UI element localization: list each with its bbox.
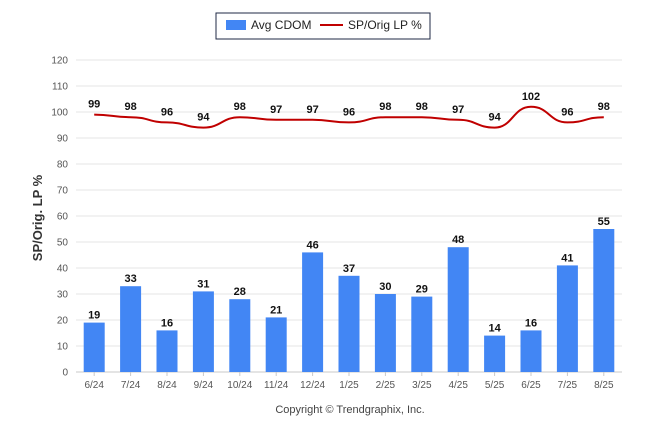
bar-data-label: 31 [197,278,209,290]
bar [265,317,287,372]
line-data-label: 102 [522,91,540,103]
bar-data-label: 16 [161,317,173,329]
bar-data-label: 14 [488,323,501,335]
bar [302,252,324,372]
y-tick-label: 100 [51,108,68,119]
bar-data-label: 30 [379,281,391,293]
bar-data-label: 41 [561,252,573,264]
bar-data-label: 21 [270,304,282,316]
bar [484,335,506,372]
x-tick-label: 6/24 [84,380,104,391]
legend-bar-swatch [226,20,246,30]
bar [520,330,542,372]
y-tick-label: 90 [57,134,69,145]
x-tick-label: 7/25 [558,380,578,391]
bar-data-label: 28 [234,286,246,298]
y-tick-label: 110 [52,82,68,93]
legend-line-label: SP/Orig LP % [348,18,422,32]
bar-data-label: 46 [306,239,318,251]
bar-data-label: 37 [343,263,355,275]
y-tick-label: 10 [57,342,69,353]
bar [411,296,433,372]
line-data-label: 98 [234,101,246,113]
line-series: 99 98 96 94 98 97 97 96 98 98 97 94 102 96 98 [88,91,610,129]
y-tick-label: 60 [57,212,69,223]
x-axis-ticks: 6/24 7/24 8/24 9/24 10/24 11/24 12/24 1/25 2/25 3… [84,372,614,391]
line-data-label: 98 [379,101,391,113]
y-tick-label: 80 [57,160,69,171]
x-tick-label: 2/25 [376,380,396,391]
y-axis-ticks: 0 10 20 30 40 50 60 70 80 90 100 110 120 [51,56,68,379]
line-data-label: 97 [452,104,464,116]
line-data-label: 96 [561,106,573,118]
y-tick-label: 0 [62,368,68,379]
x-tick-label: 8/25 [594,380,614,391]
bar [338,275,360,372]
bar-data-label: 55 [598,216,610,228]
x-tick-label: 5/25 [485,380,505,391]
x-tick-label: 10/24 [227,380,252,391]
y-tick-label: 20 [57,316,69,327]
line-data-label: 99 [88,99,100,111]
y-tick-label: 50 [57,238,69,249]
line-path [94,105,604,129]
line-data-label: 98 [598,101,610,113]
bar-data-label: 29 [416,284,428,296]
x-tick-label: 12/24 [300,380,325,391]
bar-data-label: 33 [124,273,136,285]
bar [556,265,578,372]
line-data-label: 94 [488,112,501,124]
bar [192,291,214,372]
bar [374,294,396,372]
copyright-text: Copyright © Trendgraphix, Inc. [275,404,424,416]
bar [593,229,615,372]
line-data-label: 96 [343,106,355,118]
bar-data-label: 16 [525,317,537,329]
bar [156,330,178,372]
bar [83,322,105,372]
x-tick-label: 7/24 [121,380,141,391]
line-data-label: 97 [270,104,282,116]
y-tick-label: 40 [57,264,69,275]
x-tick-label: 4/25 [448,380,468,391]
x-tick-label: 11/24 [264,380,289,391]
y-tick-label: 30 [57,290,69,301]
line-data-label: 96 [161,106,173,118]
x-tick-label: 1/25 [339,380,359,391]
bar [447,247,469,372]
bars: 19 33 16 31 28 21 46 37 30 29 48 14 16 41 55 [83,216,615,372]
line-data-label: 98 [416,101,428,113]
bar-data-label: 48 [452,234,464,246]
legend[interactable]: Avg CDOM SP/Orig LP % [215,12,431,40]
x-tick-label: 9/24 [194,380,214,391]
x-tick-label: 3/25 [412,380,432,391]
bar [229,299,251,372]
line-data-label: 98 [124,101,136,113]
y-tick-label: 120 [51,56,68,67]
x-tick-label: 8/24 [157,380,177,391]
line-data-label: 97 [306,104,318,116]
y-tick-label: 70 [57,186,69,197]
bar [120,286,142,372]
bar-data-label: 19 [88,310,100,322]
y-axis-label: SP/Orig. LP % [30,174,45,261]
line-data-label: 94 [197,112,210,124]
legend-bar-label: Avg CDOM [251,18,311,32]
x-tick-label: 6/25 [521,380,541,391]
